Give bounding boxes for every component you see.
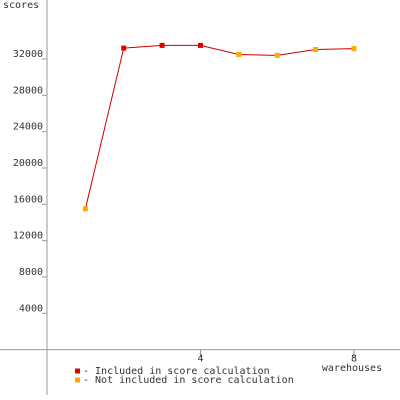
x-tick-label: 4: [197, 354, 203, 365]
data-point: [82, 206, 88, 212]
y-axis-label: scores: [3, 0, 39, 11]
data-point: [121, 45, 127, 51]
y-tick-label: 4000: [19, 303, 43, 314]
y-tick-label: 8000: [19, 267, 43, 278]
y-tick-label: 16000: [13, 194, 43, 205]
data-point: [274, 52, 280, 58]
x-axis-label: warehouses: [322, 363, 382, 374]
data-point: [351, 46, 357, 52]
y-tick-label: 20000: [13, 158, 43, 169]
y-tick-label: 28000: [13, 85, 43, 96]
legend-label: - Included in score calculation: [83, 366, 270, 377]
legend-marker: [75, 368, 80, 374]
legend-label: - Not included in score calculation: [83, 375, 294, 386]
y-tick-label: 32000: [13, 49, 43, 60]
data-line: [84, 44, 354, 209]
x-tick-label: 8: [351, 354, 357, 365]
data-point: [313, 46, 319, 52]
y-tick-label: 24000: [13, 122, 43, 133]
data-point: [159, 42, 165, 48]
data-point: [236, 51, 242, 57]
y-tick-label: 12000: [13, 231, 43, 242]
data-point: [197, 42, 203, 48]
legend-marker: [75, 377, 80, 383]
